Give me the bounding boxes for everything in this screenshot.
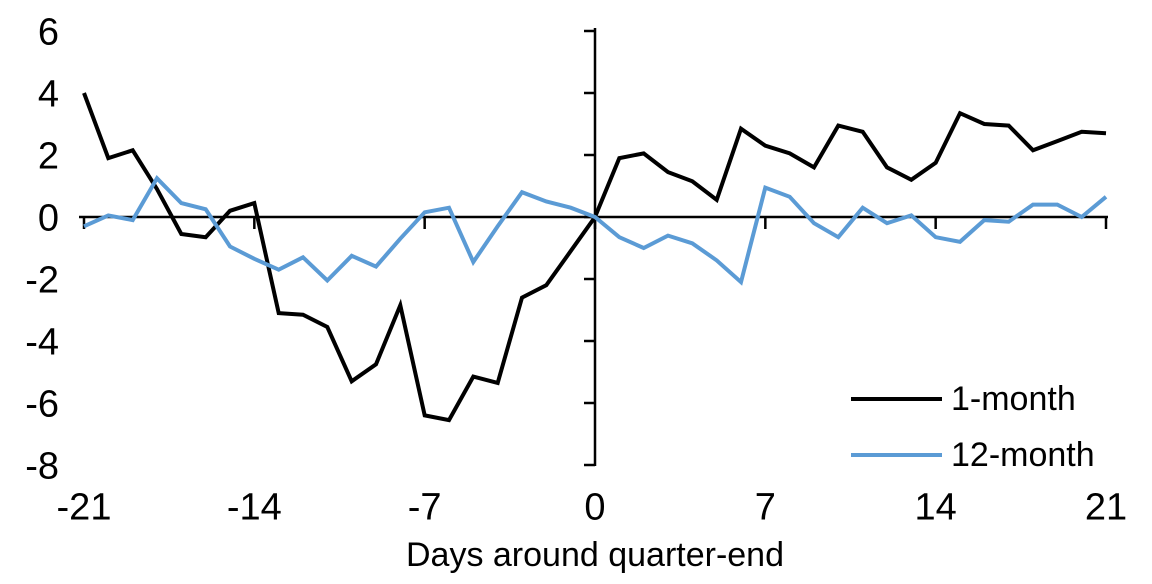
x-tick-label: 0 [584, 487, 605, 529]
legend-line-swatch-1-month [851, 397, 942, 401]
series-line-12-month [83, 175, 1108, 286]
x-axis-title: Days around quarter-end [405, 536, 785, 574]
x-tick-label: -7 [408, 487, 442, 529]
y-tick-label: -8 [25, 446, 59, 488]
x-tick-label: 21 [1085, 487, 1127, 529]
legend-line-swatch-12-month [851, 453, 942, 457]
y-tick-label: 2 [38, 136, 59, 178]
y-tick-label: 4 [38, 74, 59, 116]
legend-label-12-month: 12-month [951, 436, 1095, 474]
y-tick-label: -2 [25, 260, 59, 302]
x-tick-label: 14 [915, 487, 957, 529]
y-tick-label: 6 [38, 12, 59, 54]
x-tick-label: -21 [57, 487, 112, 529]
legend: 1-month 12-month [851, 380, 1095, 492]
x-tick-label: -14 [227, 487, 282, 529]
y-tick-label: -4 [25, 322, 59, 364]
y-tick-label: -6 [25, 384, 59, 426]
legend-label-1-month: 1-month [951, 380, 1076, 418]
y-tick-label: 0 [38, 198, 59, 240]
x-tick-label: 7 [755, 487, 776, 529]
legend-item-12-month: 12-month [851, 436, 1095, 474]
legend-item-1-month: 1-month [851, 380, 1095, 418]
